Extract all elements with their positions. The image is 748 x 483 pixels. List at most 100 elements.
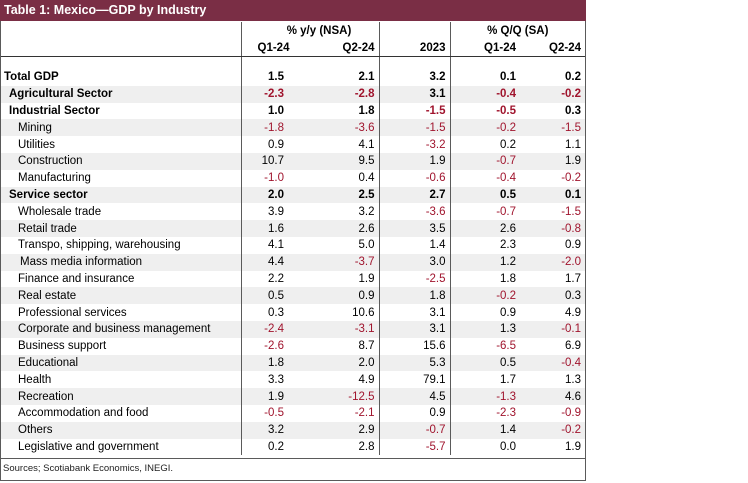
row-label: Corporate and business management	[1, 321, 241, 338]
cell-yy-q2-24: 1.8	[288, 103, 379, 120]
row-label: Educational	[1, 355, 241, 372]
cell-2023: -3.2	[379, 136, 450, 153]
cell-yy-q2-24: -3.1	[288, 321, 379, 338]
cell-qq-q2-24: 4.6	[520, 388, 585, 405]
table-row: Accommodation and food -0.5 -2.1 0.9 -2.3 -0.…	[1, 405, 585, 422]
cell-qq-q2-24: 0.9	[520, 237, 585, 254]
cell-2023: 3.0	[379, 254, 450, 271]
cell-yy-q2-24: 2.9	[288, 422, 379, 439]
cell-qq-q1-24: -0.2	[450, 287, 520, 304]
cell-qq-q1-24: -0.4	[450, 170, 520, 187]
cell-qq-q2-24: 1.9	[520, 439, 585, 456]
cell-yy-q2-24: 0.9	[288, 287, 379, 304]
cell-qq-q1-24: 0.9	[450, 304, 520, 321]
cell-qq-q2-24: -2.0	[520, 254, 585, 271]
table-row: Legislative and government 0.2 2.8 -5.7 0.0 1…	[1, 439, 585, 456]
table-row: Professional services 0.3 10.6 3.1 0.9 4.9	[1, 304, 585, 321]
cell-yy-q1-24: 4.1	[241, 237, 288, 254]
cell-qq-q2-24: -0.8	[520, 220, 585, 237]
cell-yy-q2-24: -12.5	[288, 388, 379, 405]
cell-qq-q1-24: 0.0	[450, 439, 520, 456]
cell-yy-q2-24: -2.1	[288, 405, 379, 422]
header-group-qq: % Q/Q (SA)	[450, 22, 585, 39]
cell-yy-q1-24: 3.2	[241, 422, 288, 439]
header-empty-cell	[1, 22, 241, 39]
cell-qq-q2-24: -1.5	[520, 203, 585, 220]
cell-yy-q2-24: 2.1	[288, 69, 379, 86]
cell-yy-q1-24: 2.0	[241, 187, 288, 204]
cell-yy-q1-24: -1.8	[241, 119, 288, 136]
source-note: Sources; Scotiabank Economics, INEGI.	[3, 463, 173, 474]
table-row: Health 3.3 4.9 79.1 1.7 1.3	[1, 371, 585, 388]
header-col-q2-24-qq: Q2-24	[520, 39, 585, 57]
cell-2023: 3.1	[379, 86, 450, 103]
cell-yy-q1-24: 1.5	[241, 69, 288, 86]
table-row: Finance and insurance 2.2 1.9 -2.5 1.8 1.7	[1, 271, 585, 288]
cell-yy-q1-24: 0.3	[241, 304, 288, 321]
cell-2023: -0.7	[379, 422, 450, 439]
cell-qq-q1-24: 0.1	[450, 69, 520, 86]
cell-qq-q2-24: -0.2	[520, 86, 585, 103]
row-label: Legislative and government	[1, 439, 241, 456]
cell-qq-q1-24: -0.5	[450, 103, 520, 120]
row-label: Mining	[1, 119, 241, 136]
cell-yy-q1-24: -0.5	[241, 405, 288, 422]
cell-qq-q2-24: 6.9	[520, 338, 585, 355]
cell-qq-q1-24: -0.4	[450, 86, 520, 103]
table-row: Industrial Sector 1.0 1.8 -1.5 -0.5 0.3	[1, 103, 585, 120]
header-gap-row	[1, 57, 585, 70]
table-row: Business support -2.6 8.7 15.6 -6.5 6.9	[1, 338, 585, 355]
row-label: Finance and insurance	[1, 271, 241, 288]
cell-2023: 0.9	[379, 405, 450, 422]
cell-yy-q2-24: 2.0	[288, 355, 379, 372]
cell-yy-q1-24: -2.4	[241, 321, 288, 338]
cell-yy-q2-24: 1.9	[288, 271, 379, 288]
cell-yy-q1-24: -2.3	[241, 86, 288, 103]
cell-2023: 4.5	[379, 388, 450, 405]
cell-qq-q1-24: 1.3	[450, 321, 520, 338]
cell-2023: -0.6	[379, 170, 450, 187]
cell-qq-q1-24: 1.2	[450, 254, 520, 271]
cell-2023: 3.2	[379, 69, 450, 86]
cell-qq-q1-24: 1.4	[450, 422, 520, 439]
table-row: Mining -1.8 -3.6 -1.5 -0.2 -1.5	[1, 119, 585, 136]
cell-2023: 3.1	[379, 304, 450, 321]
cell-2023: 1.9	[379, 153, 450, 170]
cell-qq-q1-24: 2.3	[450, 237, 520, 254]
cell-2023: 3.5	[379, 220, 450, 237]
cell-qq-q1-24: 2.6	[450, 220, 520, 237]
table-row: Educational 1.8 2.0 5.3 0.5 -0.4	[1, 355, 585, 372]
cell-qq-q2-24: 1.1	[520, 136, 585, 153]
cell-qq-q1-24: -0.2	[450, 119, 520, 136]
cell-qq-q2-24: 1.3	[520, 371, 585, 388]
cell-qq-q1-24: -1.3	[450, 388, 520, 405]
cell-yy-q2-24: 4.1	[288, 136, 379, 153]
cell-qq-q1-24: 1.7	[450, 371, 520, 388]
cell-yy-q2-24: 9.5	[288, 153, 379, 170]
cell-yy-q1-24: 3.3	[241, 371, 288, 388]
cell-qq-q2-24: 1.9	[520, 153, 585, 170]
cell-yy-q1-24: 1.0	[241, 103, 288, 120]
table-row: Total GDP 1.5 2.1 3.2 0.1 0.2	[1, 69, 585, 86]
row-label: Service sector	[1, 187, 241, 204]
cell-qq-q2-24: -0.9	[520, 405, 585, 422]
row-label: Total GDP	[1, 69, 241, 86]
cell-2023: -3.6	[379, 203, 450, 220]
row-label: Construction	[1, 153, 241, 170]
cell-qq-q1-24: 0.2	[450, 136, 520, 153]
cell-yy-q1-24: 10.7	[241, 153, 288, 170]
cell-yy-q2-24: 8.7	[288, 338, 379, 355]
cell-2023: 15.6	[379, 338, 450, 355]
cell-yy-q1-24: 0.5	[241, 287, 288, 304]
cell-2023: -5.7	[379, 439, 450, 456]
cell-yy-q1-24: 1.8	[241, 355, 288, 372]
table-bottom-rule	[0, 458, 586, 459]
header-group-yy: % y/y (NSA)	[241, 22, 379, 39]
row-label: Mass media information	[1, 254, 241, 271]
cell-2023: 1.4	[379, 237, 450, 254]
cell-qq-q2-24: -0.2	[520, 170, 585, 187]
cell-qq-q2-24: 0.3	[520, 287, 585, 304]
cell-yy-q1-24: 0.9	[241, 136, 288, 153]
row-label: Professional services	[1, 304, 241, 321]
cell-yy-q2-24: 2.6	[288, 220, 379, 237]
